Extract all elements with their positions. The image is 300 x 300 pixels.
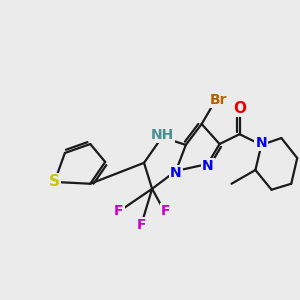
Text: N: N: [170, 166, 182, 180]
Text: O: O: [233, 101, 246, 116]
Text: N: N: [256, 136, 267, 150]
Text: S: S: [49, 175, 60, 190]
Text: N: N: [202, 159, 213, 173]
Text: NH: NH: [150, 128, 174, 142]
Text: Br: Br: [210, 93, 227, 107]
Text: F: F: [161, 204, 170, 218]
Text: F: F: [114, 204, 123, 218]
Text: F: F: [137, 218, 147, 232]
